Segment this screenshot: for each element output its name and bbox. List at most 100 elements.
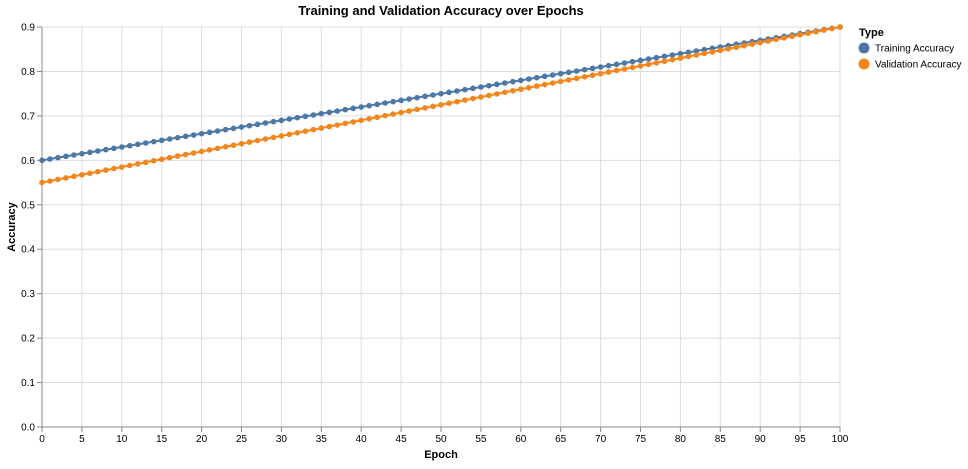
- data-point: [406, 108, 412, 114]
- data-point: [709, 49, 716, 55]
- data-point: [238, 140, 245, 147]
- data-point: [645, 61, 652, 68]
- data-point: [182, 151, 189, 158]
- data-point: [701, 50, 708, 57]
- data-point: [206, 129, 213, 136]
- data-point: [318, 125, 325, 131]
- data-point: [302, 113, 309, 120]
- data-point: [541, 73, 548, 80]
- data-point: [621, 60, 628, 66]
- x-tick-label: 10: [116, 434, 128, 445]
- data-point: [573, 75, 580, 82]
- data-point: [494, 81, 500, 88]
- data-point: [470, 85, 476, 92]
- data-point: [294, 114, 301, 121]
- data-point: [190, 150, 197, 156]
- data-point: [430, 92, 436, 98]
- data-point: [350, 105, 357, 112]
- x-tick-label: 70: [595, 434, 607, 445]
- data-point: [653, 59, 660, 66]
- data-point: [374, 101, 380, 108]
- data-point: [310, 126, 317, 133]
- data-point: [470, 95, 476, 102]
- data-point: [254, 121, 261, 128]
- data-point: [613, 67, 620, 74]
- data-point: [637, 63, 644, 69]
- data-point: [462, 86, 468, 93]
- data-point: [206, 147, 213, 153]
- data-point: [510, 78, 516, 85]
- data-point: [111, 145, 117, 152]
- data-point: [326, 123, 333, 130]
- data-point: [653, 54, 660, 61]
- data-point: [518, 86, 524, 93]
- data-point: [358, 117, 365, 124]
- data-point: [142, 140, 149, 146]
- data-point: [541, 81, 548, 88]
- legend: Type Training Accuracy Validation Accurac…: [858, 27, 962, 71]
- data-point: [813, 28, 819, 35]
- legend-items: Training Accuracy Validation Accuracy: [858, 42, 962, 71]
- data-point: [158, 137, 165, 144]
- data-point: [781, 35, 787, 41]
- x-tick-label: 5: [79, 434, 85, 445]
- data-point: [366, 115, 372, 122]
- x-tick-label: 20: [196, 434, 208, 445]
- x-tick-label: 80: [675, 434, 687, 445]
- legend-label: Training Accuracy: [875, 44, 954, 55]
- data-point: [454, 88, 460, 94]
- data-point: [685, 53, 692, 60]
- data-point: [693, 52, 700, 58]
- data-point: [126, 162, 133, 169]
- data-point: [829, 25, 835, 32]
- data-point: [103, 167, 109, 173]
- data-point: [182, 133, 189, 140]
- data-point: [478, 94, 484, 100]
- data-point: [262, 136, 269, 142]
- data-point: [669, 56, 676, 63]
- data-point: [95, 168, 101, 175]
- data-point: [166, 154, 173, 161]
- data-point: [95, 148, 101, 154]
- data-point: [478, 84, 484, 90]
- data-point: [150, 157, 157, 164]
- data-point: [230, 125, 237, 132]
- x-tick-label: 95: [795, 434, 807, 445]
- data-point: [837, 24, 843, 30]
- data-point: [406, 96, 412, 102]
- x-tick-label: 40: [356, 434, 368, 445]
- data-point: [134, 161, 141, 167]
- data-point: [190, 132, 197, 138]
- y-axis-title: Accuracy: [6, 201, 18, 251]
- data-point: [71, 152, 77, 158]
- series-validation-accuracy: [39, 24, 843, 186]
- x-tick-label: 65: [555, 434, 567, 445]
- y-tick-label: 0.3: [21, 289, 35, 300]
- x-axis-title: Epoch: [424, 449, 458, 461]
- data-point: [581, 66, 588, 73]
- data-point: [158, 156, 165, 163]
- data-point: [126, 142, 133, 149]
- x-tick-label: 25: [236, 434, 248, 445]
- data-point: [733, 44, 740, 51]
- y-tick-label: 0.9: [21, 23, 35, 34]
- data-point: [502, 89, 508, 96]
- data-point: [621, 66, 628, 72]
- data-point: [573, 68, 580, 74]
- y-tick-label: 0.1: [21, 378, 35, 389]
- data-point: [142, 159, 149, 166]
- y-tick-label: 0.4: [21, 245, 35, 256]
- data-point: [55, 176, 61, 183]
- data-point: [55, 154, 61, 161]
- x-tick-label: 0: [39, 434, 45, 445]
- data-point: [525, 76, 532, 82]
- data-point: [797, 31, 803, 38]
- grid: [41, 26, 841, 428]
- data-point: [103, 146, 109, 153]
- data-point: [805, 30, 811, 37]
- chart-title: Training and Validation Accuracy over Ep…: [298, 3, 584, 18]
- data-point: [749, 41, 756, 47]
- data-point: [549, 72, 556, 78]
- data-point: [533, 83, 540, 89]
- x-tick-label: 75: [635, 434, 647, 445]
